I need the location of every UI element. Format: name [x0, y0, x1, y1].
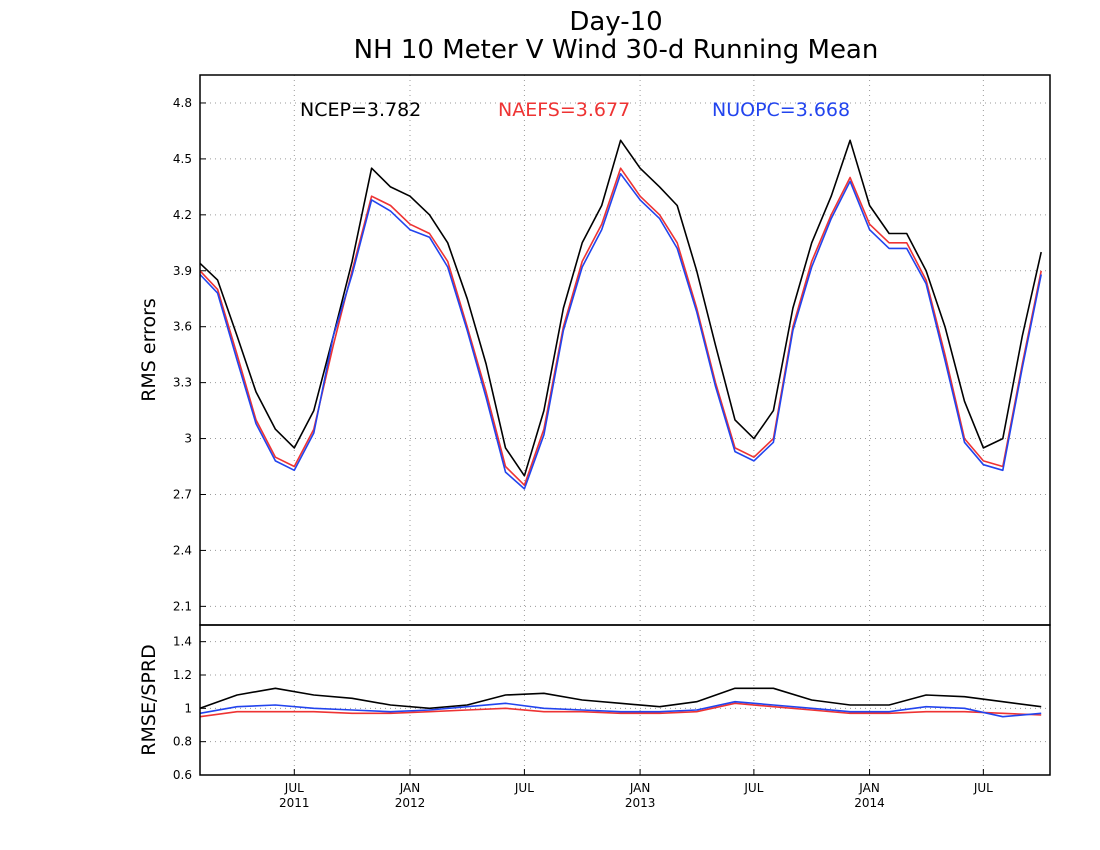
y-axis-label-rms: RMS errors	[138, 298, 160, 402]
x-tick-month: JUL	[743, 781, 763, 795]
x-tick-month: JAN	[399, 781, 421, 795]
series-line-ncep	[199, 687, 1042, 710]
y-tick-label: 2.4	[173, 543, 192, 557]
chart-title-line2: NH 10 Meter V Wind 30-d Running Mean	[354, 35, 879, 65]
y-tick-label: 2.1	[173, 599, 192, 613]
series-line-ncep	[199, 139, 1042, 477]
y-tick-label: 0.6	[173, 768, 192, 782]
y-tick-label: 0.8	[173, 735, 192, 749]
legend-entry-ncep: NCEP=3.782	[300, 99, 421, 121]
x-tick-month: JUL	[284, 781, 304, 795]
legend-entry-naefs: NAEFS=3.677	[498, 99, 630, 121]
bottom-plot-frame	[199, 624, 1051, 776]
x-tick-year: 2012	[395, 796, 426, 810]
y-tick-label: 3.3	[173, 376, 192, 390]
y-tick-label: 2.7	[173, 487, 192, 501]
legend: NCEP=3.782 NAEFS=3.677 NUOPC=3.668	[300, 99, 850, 121]
series-line-naefs	[199, 702, 1042, 718]
y-tick-label: 1.4	[173, 635, 192, 649]
y-tick-label: 4.2	[173, 208, 192, 222]
y-tick-label: 3	[184, 432, 192, 446]
x-tick-year: 2014	[854, 796, 885, 810]
y-tick-label: 4.5	[173, 152, 192, 166]
series-line-nuopc	[199, 700, 1042, 718]
x-tick-year: 2011	[279, 796, 310, 810]
y-tick-label: 1.2	[173, 668, 192, 682]
y-axis-label-ratio: RMSE/SPRD	[138, 644, 160, 755]
x-tick-year: 2013	[625, 796, 656, 810]
x-tick-month: JUL	[514, 781, 534, 795]
x-tick-month: JAN	[629, 781, 651, 795]
x-tick-month: JAN	[858, 781, 880, 795]
legend-entry-nuopc: NUOPC=3.668	[712, 99, 850, 121]
series-line-nuopc	[199, 173, 1042, 490]
y-tick-label: 4.8	[173, 96, 192, 110]
series-line-naefs	[199, 167, 1042, 487]
y-tick-label: 3.6	[173, 320, 192, 334]
y-tick-label: 3.9	[173, 264, 192, 278]
x-tick-month: JUL	[973, 781, 993, 795]
top-plot-frame	[199, 74, 1051, 626]
y-tick-label: 1	[184, 701, 192, 715]
rms-errors-panel: 2.12.42.733.33.63.94.24.54.8 NCEP=3.782 N…	[138, 74, 1051, 626]
chart-title-line1: Day-10	[569, 7, 662, 37]
